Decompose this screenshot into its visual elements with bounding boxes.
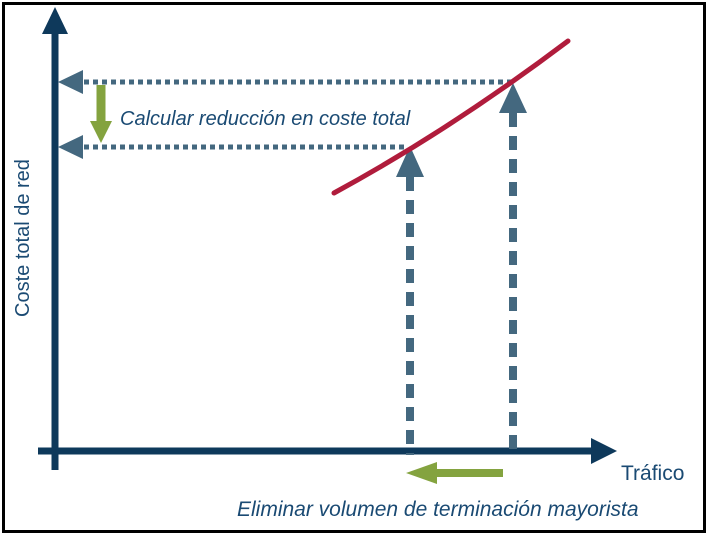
- annotation-cost-reduction: Calcular reducción en coste total: [120, 108, 411, 130]
- x-axis-label: Tráfico: [621, 462, 685, 485]
- left-arrowhead-icon: [58, 135, 83, 159]
- guide-upper-dotted-arrow: [58, 70, 514, 94]
- total-cost-curve: [331, 38, 571, 196]
- guide-lower-dotted-arrow: [58, 135, 407, 159]
- cost-reduction-arrow-icon: [90, 85, 112, 143]
- traffic-before-dashed-arrow: [499, 83, 527, 455]
- eliminate-volume-arrow-icon: [406, 462, 503, 484]
- y-axis-arrowhead-icon: [42, 7, 68, 34]
- up-arrowhead-icon: [499, 83, 527, 113]
- x-axis: [38, 438, 617, 464]
- left-arrowhead-icon: [58, 70, 83, 94]
- y-axis-label: Coste total de red: [12, 159, 34, 317]
- up-arrowhead-icon: [396, 146, 424, 177]
- x-axis-arrowhead-icon: [591, 438, 617, 464]
- y-axis: [42, 7, 68, 470]
- traffic-after-dashed-arrow: [396, 146, 424, 455]
- annotation-eliminate-volume: Eliminar volumen de terminación mayorist…: [237, 498, 639, 521]
